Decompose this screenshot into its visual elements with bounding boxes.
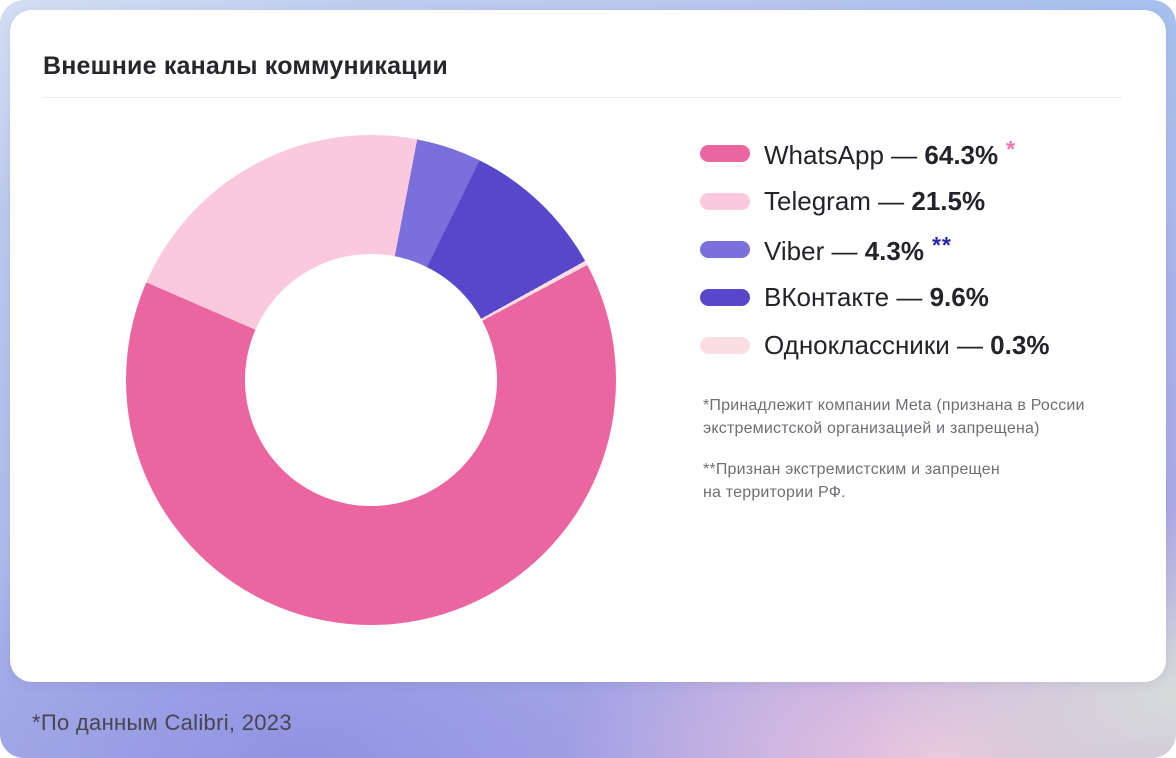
- footnote-text: *Принадлежит компании Meta (признана в Р…: [703, 397, 1085, 437]
- legend-swatch: [700, 240, 750, 258]
- legend-item: ВКонтакте — 9.6%: [700, 273, 1049, 321]
- footnote-text: **Признан экстремистским и запрещен на те…: [703, 461, 1000, 501]
- legend-item: Одноклассники — 0.3%: [700, 321, 1049, 369]
- footnote-marker: **: [931, 231, 952, 258]
- legend-item: Viber — 4.3% **: [700, 225, 1049, 273]
- donut-chart: [126, 135, 616, 625]
- footnotes: *Принадлежит компании Meta (признана в Р…: [703, 394, 1085, 504]
- chart-title: Внешние каналы коммуникации: [43, 52, 448, 80]
- legend-swatch: [700, 192, 750, 210]
- legend-label: Viber — 4.3% **: [764, 231, 952, 266]
- legend-label: Одноклассники — 0.3%: [764, 329, 1050, 360]
- legend-item: WhatsApp — 64.3% *: [700, 129, 1049, 177]
- legend-swatch: [700, 336, 750, 354]
- legend-label: ВКонтакте — 9.6%: [764, 281, 989, 312]
- legend-label: Telegram — 21.5%: [764, 185, 986, 216]
- legend-swatch: [700, 288, 750, 306]
- legend-label: WhatsApp — 64.3% *: [764, 135, 1017, 170]
- legend-swatch: [700, 144, 750, 162]
- donut-hole: [245, 254, 497, 506]
- legend: WhatsApp — 64.3% * Telegram — 21.5% Viber —…: [700, 129, 1049, 369]
- footnote-marker: *: [1006, 135, 1017, 162]
- title-divider: [43, 97, 1122, 98]
- legend-item: Telegram — 21.5%: [700, 177, 1049, 225]
- chart-card: Внешние каналы коммуникации WhatsApp — 6…: [10, 10, 1166, 682]
- source-note: *По данным Calibri, 2023: [32, 710, 292, 735]
